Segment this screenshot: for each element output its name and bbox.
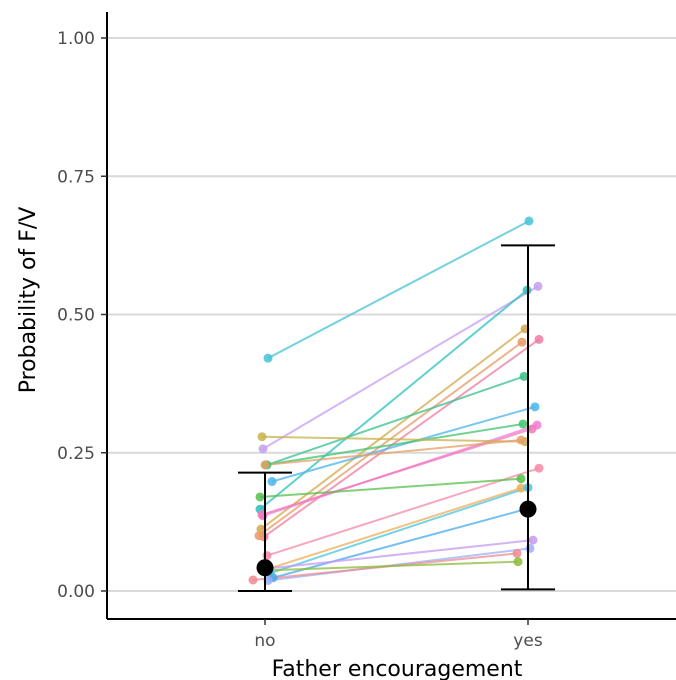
x-tick-label: yes <box>513 631 543 651</box>
summary-layer <box>238 244 555 592</box>
series-point <box>516 435 526 445</box>
series-line <box>269 486 529 575</box>
series-line <box>262 285 539 450</box>
series-point <box>524 216 534 226</box>
series-point <box>255 492 265 502</box>
series-point <box>513 557 523 567</box>
series-line <box>267 220 530 360</box>
series-point <box>516 483 526 493</box>
y-tick-label: 0.00 <box>57 582 95 602</box>
series-line <box>266 467 540 557</box>
series-point <box>517 337 527 347</box>
series-point <box>258 444 268 454</box>
y-tick-label: 0.25 <box>57 444 95 464</box>
series-point <box>527 424 537 434</box>
y-ticks: 0.00 0.25 0.50 0.75 1.00 <box>57 29 107 602</box>
series-line <box>262 487 522 572</box>
series-line <box>261 435 526 443</box>
series-line <box>259 289 528 510</box>
x-ticks: no yes <box>254 619 543 651</box>
series-point <box>254 531 264 541</box>
x-axis-title: Father encouragement <box>272 657 523 680</box>
series-point <box>257 432 267 442</box>
mean-point <box>519 500 537 518</box>
series-line <box>261 560 519 572</box>
series-line <box>272 507 531 579</box>
series-point <box>267 477 277 487</box>
series-line <box>264 439 522 466</box>
series-point <box>262 551 272 561</box>
series-point <box>518 419 528 429</box>
series-point <box>516 474 526 484</box>
mean-point <box>256 559 274 577</box>
y-tick-label: 0.75 <box>57 167 95 187</box>
series-point <box>519 371 529 381</box>
series-line <box>265 423 524 466</box>
series-point <box>530 402 540 412</box>
series-point <box>533 281 543 291</box>
axes <box>106 12 676 620</box>
series-point <box>260 460 270 470</box>
series-points <box>248 216 544 585</box>
x-tick-label: no <box>254 631 275 651</box>
series-point <box>534 334 544 344</box>
series-line <box>271 405 536 483</box>
y-tick-label: 1.00 <box>57 29 95 49</box>
series-line <box>259 477 522 498</box>
series-point <box>525 543 535 553</box>
series-line <box>266 375 525 466</box>
series-point <box>263 353 273 363</box>
series-point <box>512 548 522 558</box>
series-line <box>260 328 526 530</box>
series-point <box>528 535 538 545</box>
gridlines <box>107 37 676 592</box>
y-axis-title: Probability of F/V <box>16 207 41 394</box>
series-line <box>264 539 534 570</box>
series-point <box>248 575 258 585</box>
series-point <box>534 463 544 473</box>
y-tick-label: 0.50 <box>57 306 95 326</box>
series-lines <box>252 220 540 582</box>
series-line <box>263 338 540 538</box>
